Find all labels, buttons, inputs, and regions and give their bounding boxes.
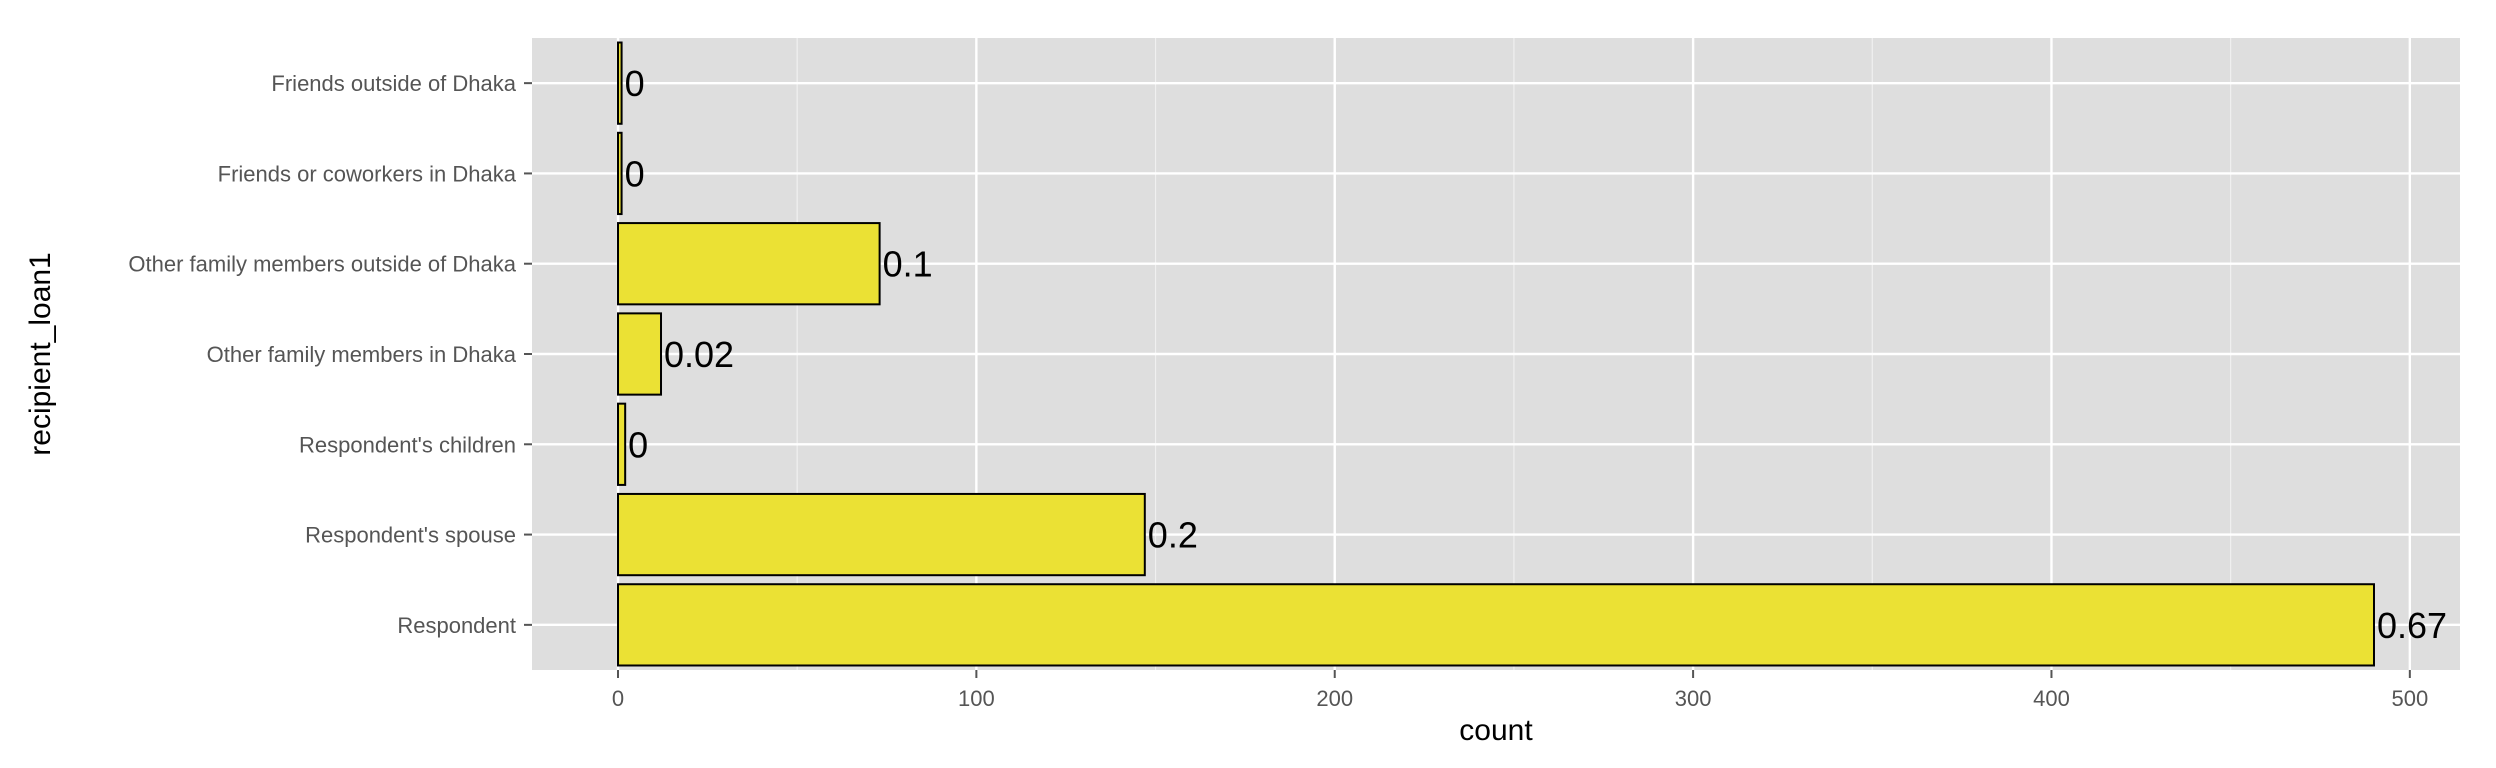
x-tick-label: 200	[1316, 686, 1353, 711]
y-axis-ticks: Respondent Respondent's spouse Respondent'…	[128, 71, 532, 638]
bar	[617, 41, 623, 125]
y-tick-label: Respondent	[397, 613, 516, 638]
x-tick-label: 500	[2391, 686, 2428, 711]
x-axis-ticks: 0 100 200 300 400 500	[612, 670, 2428, 711]
bar	[617, 222, 881, 306]
y-tick-label: Respondent's children	[299, 432, 516, 457]
data-label: 0.02	[664, 334, 734, 375]
x-tick-label: 100	[958, 686, 995, 711]
y-tick-label: Other family members in Dhaka	[207, 342, 517, 367]
data-label: 0.1	[883, 244, 933, 285]
bar	[617, 312, 663, 396]
x-tick-label: 400	[2033, 686, 2070, 711]
data-label: 0	[628, 424, 648, 465]
bars	[617, 41, 2375, 667]
y-axis-title: recipient_loan1	[24, 252, 57, 455]
data-label: 0.67	[2377, 605, 2447, 646]
y-tick-label: Friends outside of Dhaka	[271, 71, 516, 96]
bar	[617, 131, 623, 216]
data-label: 0	[625, 153, 645, 194]
y-tick-label: Respondent's spouse	[305, 523, 516, 548]
bar	[617, 402, 627, 486]
data-label: 0	[625, 63, 645, 104]
x-tick-label: 0	[612, 686, 624, 711]
y-tick-label: Friends or coworkers in Dhaka	[218, 161, 517, 186]
data-label: 0.2	[1148, 515, 1198, 556]
x-tick-label: 300	[1675, 686, 1712, 711]
bar	[617, 492, 1146, 577]
bar	[617, 583, 2375, 667]
data-labels: 0.67 0.2 0 0.02 0.1 0 0	[625, 63, 2447, 646]
y-tick-label: Other family members outside of Dhaka	[128, 252, 516, 277]
x-axis-title: count	[1459, 714, 1533, 747]
